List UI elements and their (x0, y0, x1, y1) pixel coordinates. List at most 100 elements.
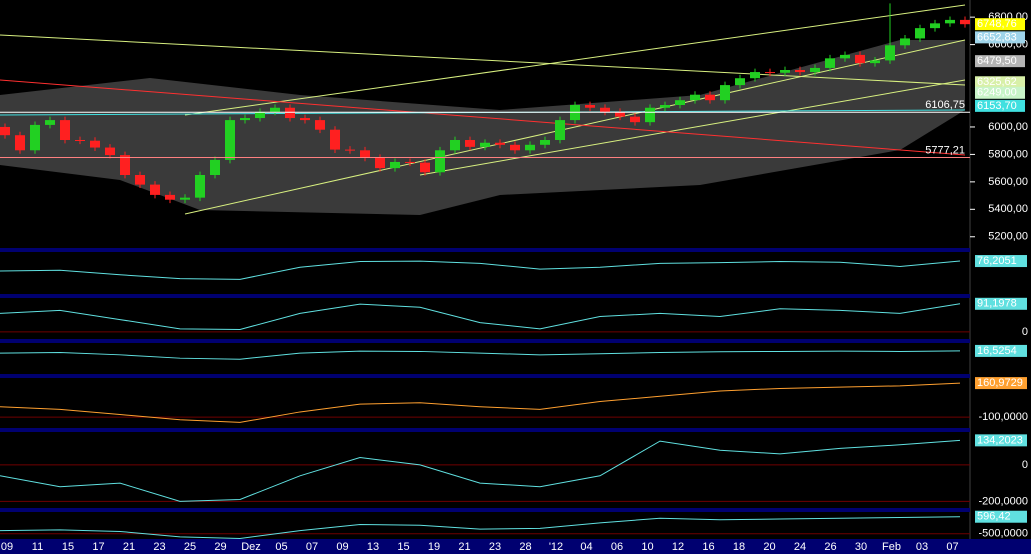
candle-body (150, 184, 160, 195)
candle-body (870, 60, 880, 64)
candle-body (75, 140, 85, 141)
candle-body (675, 100, 685, 105)
panel-value-box (975, 344, 1027, 357)
candle-body (90, 140, 100, 148)
panel-strip (0, 294, 970, 298)
candle-body (720, 85, 730, 101)
panel-value-label: 76,2051 (977, 255, 1017, 267)
level-label: 6479,50 (977, 55, 1017, 67)
panel-tick-label: -200,0000 (978, 495, 1028, 507)
candle-body (600, 107, 610, 112)
level-box (975, 31, 1025, 44)
x-tick-label: 07 (946, 541, 958, 553)
y-tick-label: 5600,00 (988, 176, 1028, 188)
candle-body (405, 161, 415, 163)
level-box (975, 55, 1025, 68)
candle-body (885, 45, 895, 61)
candle-body (525, 144, 535, 151)
candle-body (660, 105, 670, 108)
x-tick-label: 21 (123, 541, 135, 553)
trend-lines (0, 4, 966, 215)
panel-tick-label: 0 (1022, 459, 1028, 471)
level-box (975, 99, 1025, 112)
candle-body (780, 70, 790, 73)
y-tick-label: 5200,00 (988, 231, 1028, 243)
candle-body (210, 159, 220, 175)
panel-strip (0, 248, 970, 252)
x-tick-label: 30 (855, 541, 867, 553)
candle-body (690, 94, 700, 101)
candle-body (390, 161, 400, 169)
x-tick-label: 18 (733, 541, 745, 553)
x-tick-label: 21 (458, 541, 470, 553)
candle-body (615, 111, 625, 117)
panel-strip (0, 339, 970, 343)
x-tick-label: 05 (275, 541, 287, 553)
level-box (975, 86, 1025, 99)
panel-value-label: 91,1978 (977, 298, 1017, 310)
candle-body (135, 175, 145, 185)
candle-body (195, 175, 205, 198)
panel-tick-label: 0 (1022, 326, 1028, 338)
level-box (975, 76, 1025, 89)
x-tick-label: 12 (672, 541, 684, 553)
level-box (975, 18, 1025, 31)
candle-body (255, 111, 265, 119)
x-tick-label: 20 (763, 541, 775, 553)
x-tick-label: 09 (1, 541, 13, 553)
x-tick-label: 04 (580, 541, 592, 553)
candle-body (585, 105, 595, 108)
candle-body (630, 116, 640, 123)
panel-value-box (975, 434, 1027, 447)
x-tick-label: 10 (641, 541, 653, 553)
panel-strip (0, 374, 970, 378)
candle-body (750, 72, 760, 79)
candle-body (15, 135, 25, 151)
time-strip (0, 539, 1031, 554)
candle-body (540, 140, 550, 145)
panel-value-box (975, 510, 1027, 523)
candle-body (270, 107, 280, 112)
indicator-line (0, 350, 961, 360)
x-tick-label: 23 (489, 541, 501, 553)
candle-body (840, 54, 850, 59)
candle-body (165, 194, 175, 200)
indicator-line (0, 260, 961, 280)
x-tick-label: 23 (153, 541, 165, 553)
candle-body (180, 197, 190, 200)
candle-body (945, 19, 955, 24)
panel-value-box (975, 377, 1027, 390)
level-label: 6153,70 (977, 100, 1017, 112)
panel-value-label: 160,9729 (977, 377, 1023, 389)
indicator-line (0, 516, 961, 539)
x-tick-label: 06 (611, 541, 623, 553)
x-tick-label: 03 (916, 541, 928, 553)
candle-body (465, 140, 475, 147)
candle-body (30, 124, 40, 151)
panel-tick-label: -500,0000 (978, 528, 1028, 540)
panel-value-label: 134,2023 (977, 434, 1023, 446)
level-label: 6106,75 (925, 99, 965, 111)
candle-body (45, 120, 55, 125)
candle-body (225, 120, 235, 160)
candle-body (375, 157, 385, 169)
candle-body (285, 107, 295, 119)
candle-body (240, 118, 250, 121)
panel-value-label: 16,5254 (977, 345, 1017, 357)
band-area (0, 40, 965, 215)
x-tick-label: '12 (549, 541, 563, 553)
level-label: 6325,62 (977, 76, 1017, 88)
x-tick-label: 07 (306, 541, 318, 553)
candle-body (915, 28, 925, 39)
candle-body (450, 140, 460, 151)
candle-body (345, 149, 355, 151)
candle-body (120, 155, 130, 175)
panel-value-box (975, 255, 1027, 268)
x-tick-label: 11 (32, 541, 43, 553)
candle-body (555, 120, 565, 140)
level-label: 6652,83 (977, 31, 1017, 43)
x-tick-label: 15 (62, 541, 74, 553)
panel-strip (0, 428, 970, 432)
candle-body (0, 126, 10, 136)
x-tick-label: Feb (882, 541, 901, 553)
